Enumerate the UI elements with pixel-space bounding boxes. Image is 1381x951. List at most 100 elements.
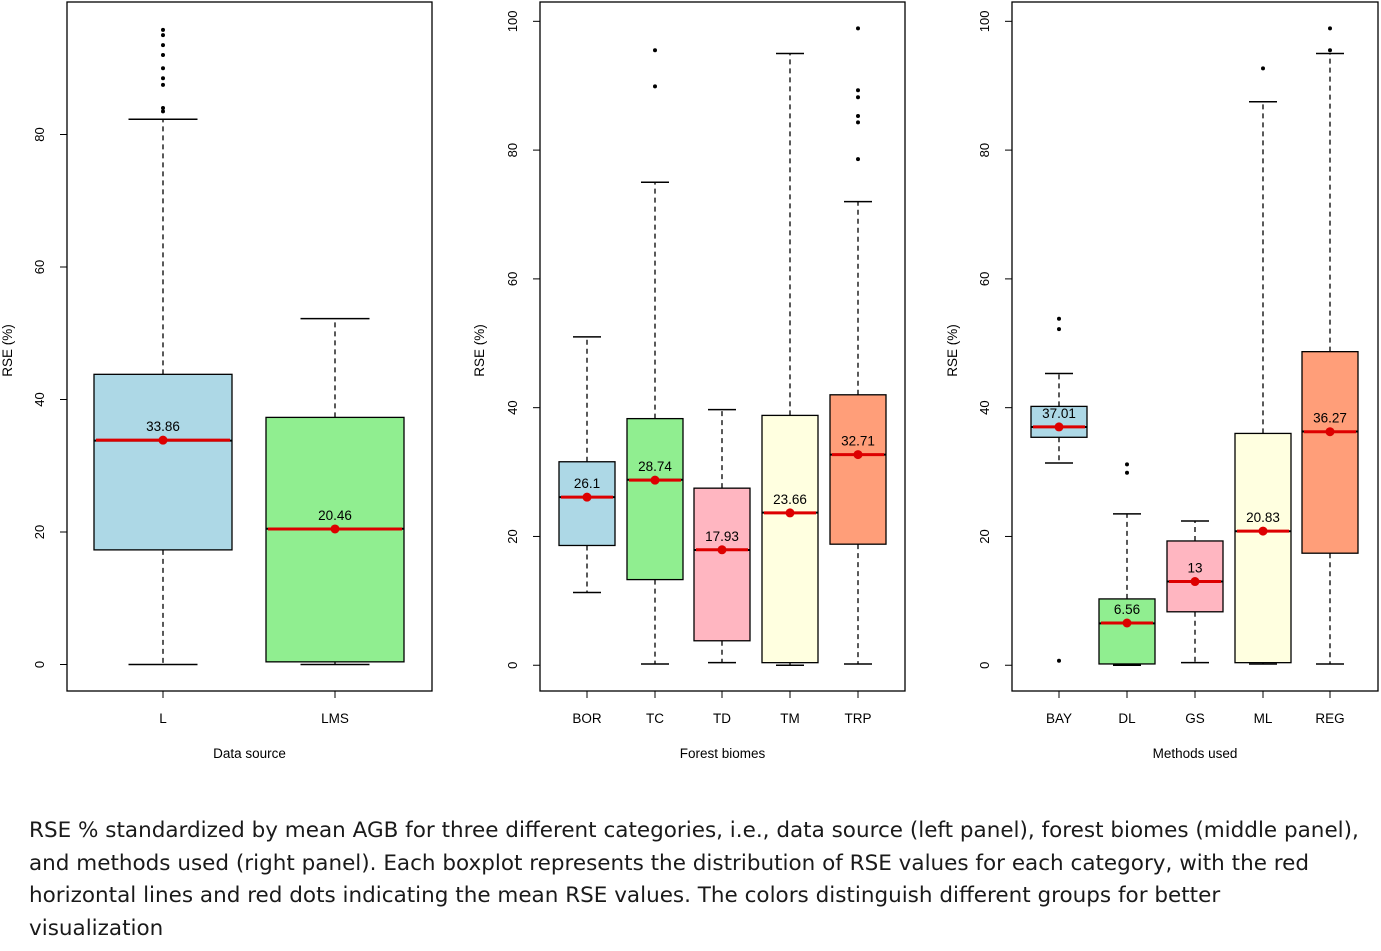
box-body bbox=[265, 416, 405, 663]
outlier-point bbox=[161, 43, 165, 48]
outlier-point bbox=[1057, 658, 1061, 663]
outlier-point bbox=[653, 48, 657, 53]
mean-dot bbox=[1258, 526, 1268, 536]
mean-label: 37.01 bbox=[1042, 406, 1076, 421]
mean-label: 36.27 bbox=[1313, 411, 1347, 426]
box-trp: TRP 32.71 bbox=[829, 26, 887, 726]
x-tick-label: ML bbox=[1254, 711, 1273, 726]
outlier-point bbox=[856, 120, 860, 125]
outlier-point bbox=[161, 66, 165, 71]
y-axis-label: RSE (%) bbox=[0, 324, 15, 377]
outlier-point bbox=[1328, 26, 1332, 31]
mean-dot bbox=[650, 475, 660, 485]
mean-label: 13 bbox=[1187, 561, 1202, 576]
y-tick-label: 40 bbox=[977, 400, 992, 414]
y-tick-label: 40 bbox=[32, 392, 47, 406]
mean-dot bbox=[1190, 577, 1200, 587]
x-tick-label: TC bbox=[646, 711, 664, 726]
y-tick-label: 80 bbox=[505, 143, 520, 157]
x-tick-label: LMS bbox=[321, 711, 349, 726]
y-tick-label: 60 bbox=[977, 272, 992, 286]
y-tick-label: 100 bbox=[977, 10, 992, 32]
box-td: TD 17.93 bbox=[693, 408, 751, 726]
figure-caption: RSE % standardized by mean AGB for three… bbox=[29, 818, 1359, 941]
x-axis-label: Methods used bbox=[1153, 746, 1238, 761]
y-tick-label: 20 bbox=[32, 525, 47, 539]
x-axis-label: Forest biomes bbox=[680, 746, 766, 761]
box-body bbox=[93, 373, 233, 551]
outlier-point bbox=[161, 82, 165, 87]
box-body bbox=[558, 461, 616, 547]
box-bay: BAY 37.01 bbox=[1030, 316, 1088, 726]
y-tick-label: 60 bbox=[505, 272, 520, 286]
plot-frame bbox=[66, 1, 433, 692]
x-tick-label: TRP bbox=[845, 711, 872, 726]
box-tm: TM 23.66 bbox=[761, 52, 819, 726]
y-tick-label: 60 bbox=[32, 260, 47, 274]
mean-label: 6.56 bbox=[1114, 602, 1140, 617]
x-tick-label: L bbox=[159, 711, 167, 726]
box-body bbox=[1030, 405, 1088, 438]
outlier-point bbox=[1125, 462, 1129, 467]
x-tick-label: BAY bbox=[1046, 711, 1072, 726]
box-body bbox=[1234, 432, 1292, 664]
outlier-point bbox=[1057, 327, 1061, 332]
mean-dot bbox=[158, 435, 168, 445]
outlier-point bbox=[1057, 316, 1061, 321]
boxplot-figure: 0 20 40 60 80 RSE (%) Data source L 33.86 LMS 20.4… bbox=[0, 1, 1379, 761]
outlier-point bbox=[856, 26, 860, 31]
mean-label: 32.71 bbox=[841, 434, 875, 449]
y-tick-label: 0 bbox=[505, 662, 520, 669]
x-tick-label: TM bbox=[780, 711, 800, 726]
y-tick-label: 40 bbox=[505, 400, 520, 414]
mean-label: 20.46 bbox=[318, 508, 352, 523]
box-body bbox=[829, 394, 887, 545]
mean-label: 26.1 bbox=[574, 476, 600, 491]
x-tick-label: DL bbox=[1118, 711, 1136, 726]
x-tick-label: GS bbox=[1185, 711, 1205, 726]
box-body bbox=[761, 414, 819, 664]
y-tick-label: 0 bbox=[32, 661, 47, 668]
y-axis-label: RSE (%) bbox=[472, 324, 487, 377]
box-reg: REG 36.27 bbox=[1301, 26, 1359, 726]
outlier-point bbox=[1328, 48, 1332, 53]
x-tick-label: TD bbox=[713, 711, 731, 726]
mean-dot bbox=[582, 492, 592, 502]
mean-dot bbox=[1054, 422, 1064, 432]
mean-dot bbox=[853, 450, 863, 460]
outlier-point bbox=[856, 88, 860, 93]
mean-label: 33.86 bbox=[146, 419, 180, 434]
box-body bbox=[1301, 351, 1359, 554]
outlier-point bbox=[161, 33, 165, 38]
y-tick-label: 80 bbox=[32, 127, 47, 141]
mean-label: 20.83 bbox=[1246, 510, 1280, 525]
box-tc: TC 28.74 bbox=[626, 48, 684, 726]
box-lms: LMS 20.46 bbox=[265, 317, 405, 726]
box-gs: GS 13 bbox=[1166, 520, 1224, 726]
mean-label: 17.93 bbox=[705, 529, 739, 544]
mean-dot bbox=[330, 524, 340, 534]
chart-panel-2: 0 20 40 60 80 100 RSE (%) Forest biomes BOR 26.1 T… bbox=[472, 1, 906, 761]
y-axis-label: RSE (%) bbox=[945, 324, 960, 377]
x-tick-label: BOR bbox=[572, 711, 602, 726]
y-tick-label: 20 bbox=[505, 529, 520, 543]
box-body bbox=[1098, 598, 1156, 665]
box-ml: ML 20.83 bbox=[1234, 66, 1292, 726]
outlier-point bbox=[1261, 66, 1265, 71]
box-body bbox=[1166, 540, 1224, 613]
box-l: L 33.86 bbox=[93, 27, 233, 726]
box-bor: BOR 26.1 bbox=[558, 336, 616, 726]
y-tick-label: 80 bbox=[977, 143, 992, 157]
chart-panel-1: 0 20 40 60 80 RSE (%) Data source L 33.86 LMS 20.4… bbox=[0, 1, 433, 761]
mean-dot bbox=[785, 508, 795, 518]
x-tick-label: REG bbox=[1315, 711, 1344, 726]
outlier-point bbox=[653, 84, 657, 89]
mean-label: 23.66 bbox=[773, 492, 807, 507]
box-body bbox=[626, 417, 684, 581]
box-body bbox=[693, 487, 751, 642]
outlier-point bbox=[161, 76, 165, 81]
mean-dot bbox=[1325, 427, 1335, 437]
outlier-point bbox=[856, 157, 860, 162]
chart-panel-3: 0 20 40 60 80 100 RSE (%) Methods used BAY 37.01 D… bbox=[945, 1, 1379, 761]
outlier-point bbox=[161, 109, 165, 114]
